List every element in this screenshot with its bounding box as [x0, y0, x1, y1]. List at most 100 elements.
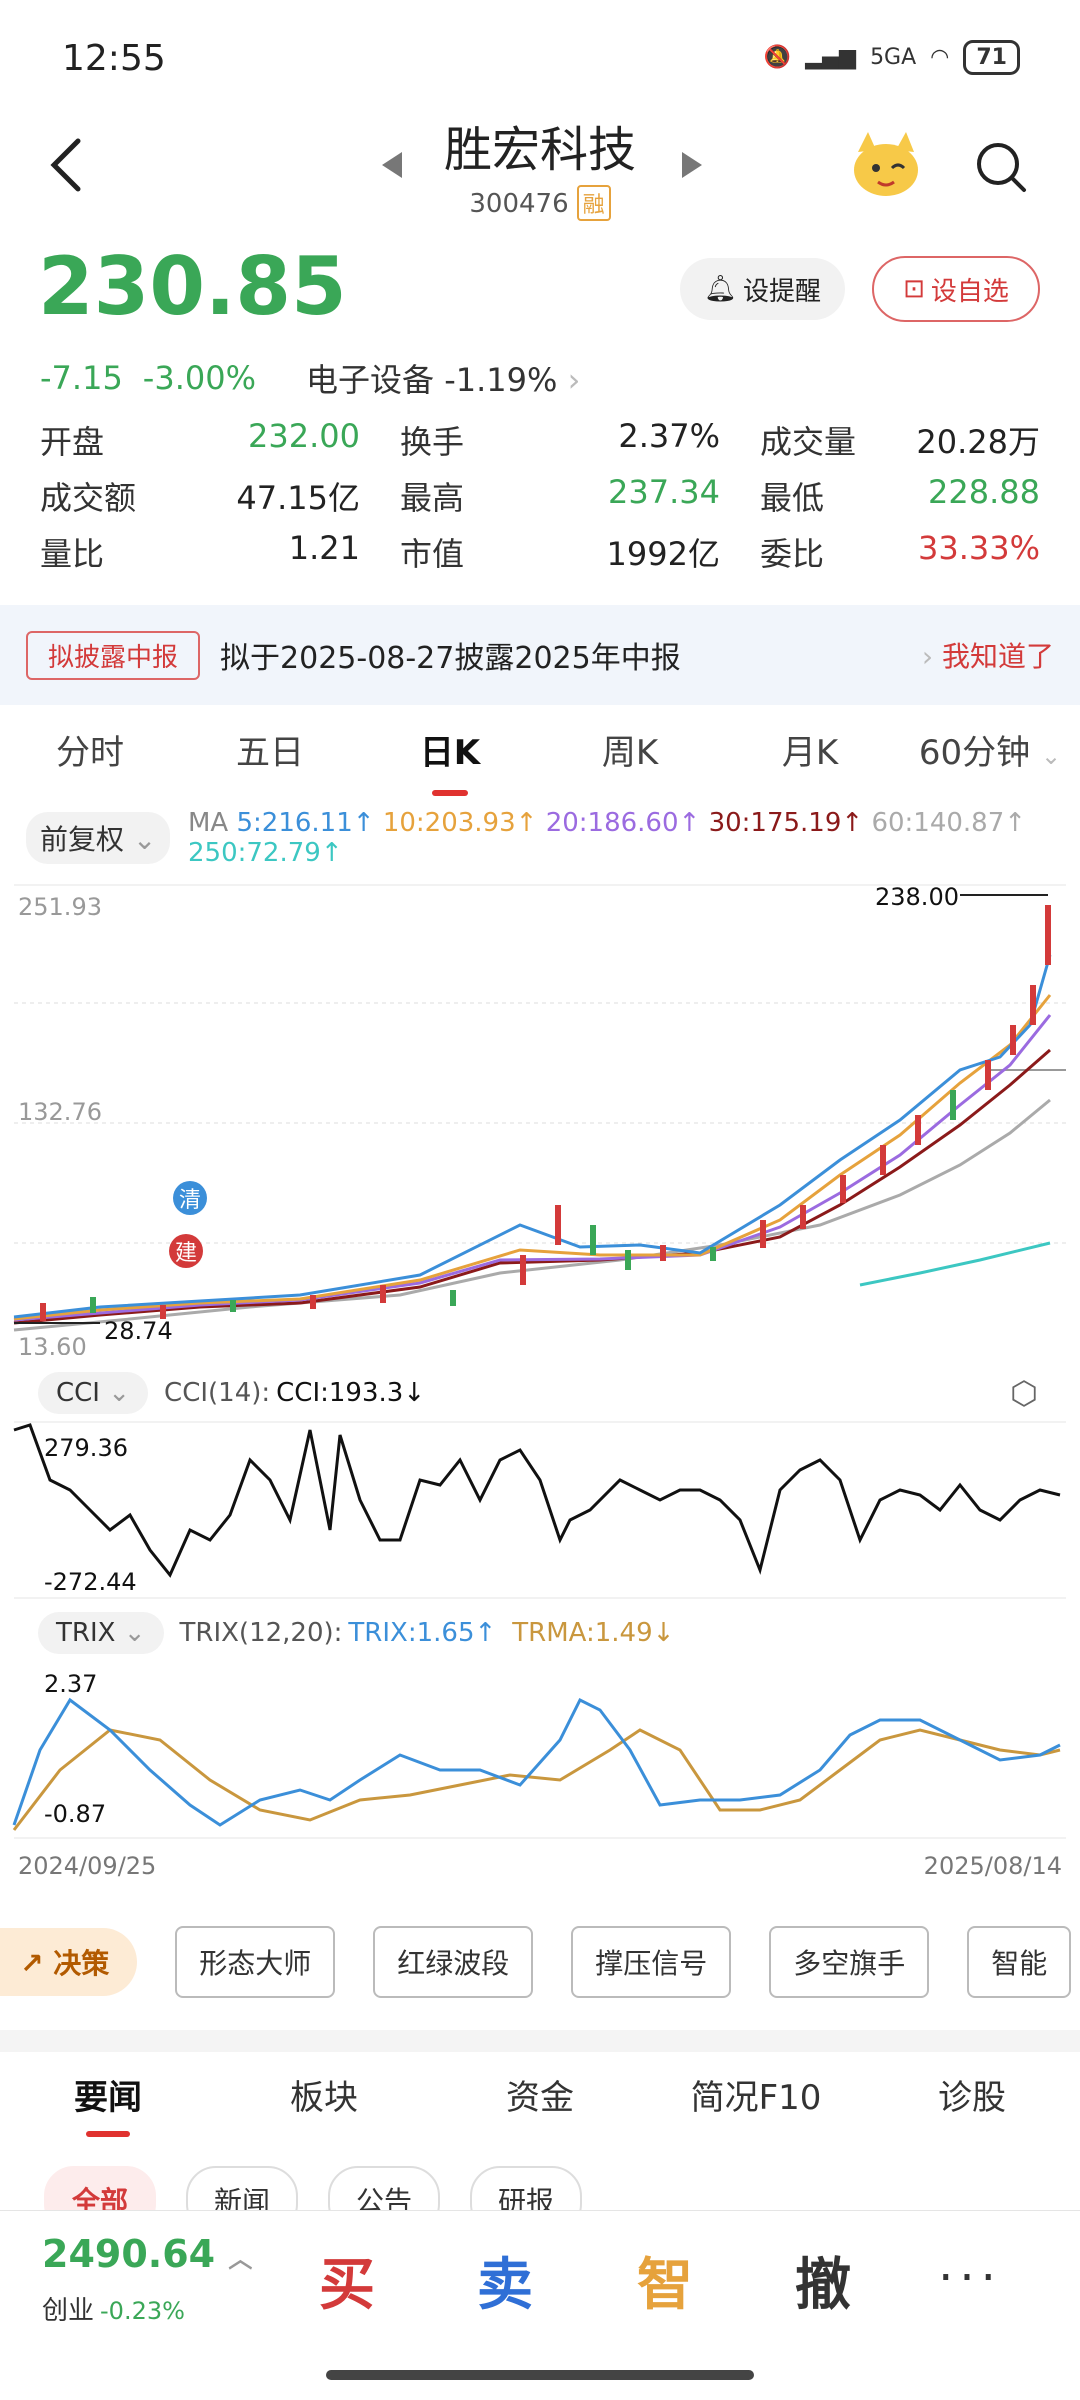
- tool-bull-bear-flag[interactable]: 多空旗手: [769, 1926, 930, 1998]
- ma-250-line: [859, 1241, 1051, 1287]
- tab-funds[interactable]: 资金: [506, 2078, 574, 2118]
- stats-grid: 开盘 232.00 换手 2.37% 成交量 20.28万 成交额 47.15亿 最高 237.3…: [40, 412, 1040, 580]
- candle-series: [40, 905, 1051, 1321]
- tool-pattern-master[interactable]: 形态大师: [175, 1926, 336, 1998]
- tools-row: ↗ 决策 形态大师 红绿波段 撑压信号 多空旗手 智能: [0, 1922, 1080, 2002]
- ma-legend: MA 5:216.11↑ 10:203.93↑ 20:186.60↑ 30:17…: [188, 808, 1068, 868]
- cancel-order-button[interactable]: 撤: [795, 2253, 851, 2318]
- notice-dismiss-button[interactable]: › 我知道了: [922, 635, 1054, 675]
- tab-f10[interactable]: 简况F10: [690, 2078, 822, 2118]
- stat-value: 20.28万: [916, 423, 1040, 461]
- decision-button[interactable]: ↗ 决策: [0, 1928, 138, 1996]
- stock-name: 胜宏科技: [443, 122, 636, 178]
- battery-level: 71: [963, 40, 1020, 75]
- tab-five-day[interactable]: 五日: [236, 733, 304, 773]
- ma-10: 10:203.93↑: [382, 808, 538, 838]
- adjust-mode-label: 前复权: [40, 823, 125, 856]
- chevron-down-icon: ⌄: [123, 1618, 146, 1648]
- stat-cell: 最高 237.34: [400, 473, 760, 519]
- tab-daily-k[interactable]: 日K: [360, 725, 540, 796]
- y-axis-top: 251.93: [18, 893, 102, 921]
- decision-icon: ↗: [20, 1947, 44, 1980]
- tab-sector[interactable]: 板块: [290, 2078, 358, 2118]
- trix-params: TRIX(12,20):: [179, 1618, 343, 1648]
- search-icon[interactable]: [972, 138, 1028, 194]
- signal-icon: ▂▄▆: [805, 45, 857, 70]
- cci-params: CCI(14):: [164, 1378, 271, 1408]
- bottom-bar: [0, 2210, 1080, 2400]
- price-change-pct: -3.00%: [142, 359, 256, 397]
- network-type: 5GA: [870, 45, 917, 70]
- stat-value: 2.37%: [618, 417, 720, 455]
- chevron-down-icon: ⌄: [132, 823, 157, 856]
- stock-code-line: 300476 融: [0, 185, 1080, 221]
- index-value-text: 2490.64: [42, 2232, 216, 2276]
- stat-cell: 开盘 232.00: [40, 417, 400, 463]
- cci-bottom: -272.44: [44, 1568, 137, 1596]
- index-name-text: 创业: [42, 2296, 95, 2326]
- chevron-right-icon: ›: [567, 361, 581, 399]
- cci-chart[interactable]: 279.36 -272.44: [0, 1420, 1080, 1600]
- tab-headlines[interactable]: 要闻: [0, 2070, 216, 2137]
- stats-row: 开盘 232.00 换手 2.37% 成交量 20.28万: [40, 412, 1040, 468]
- stat-cell: 成交额 47.15亿: [40, 473, 400, 519]
- tab-monthly-k[interactable]: 月K: [781, 733, 839, 773]
- candlestick-chart[interactable]: 251.93 132.76 13.60 238.00: [0, 875, 1080, 1355]
- stat-cell: 成交量 20.28万: [760, 417, 1040, 463]
- tool-support-resistance[interactable]: 撑压信号: [571, 1926, 732, 1998]
- chevron-down-icon: ⌄: [1040, 742, 1062, 770]
- sector-name: 电子设备: [306, 361, 435, 399]
- cci-select[interactable]: CCI ⌄: [38, 1372, 149, 1414]
- clear-position-marker[interactable]: [173, 1181, 207, 1215]
- trix-select[interactable]: TRIX ⌄: [38, 1612, 164, 1654]
- tab-60-min[interactable]: 60分钟 ⌄: [900, 725, 1080, 774]
- ma-prefix: MA: [188, 808, 229, 838]
- cci-top: 279.36: [44, 1434, 128, 1462]
- stock-code: 300476: [469, 189, 569, 219]
- mascot-icon[interactable]: [848, 130, 924, 200]
- tab-intraday[interactable]: 分时: [56, 733, 124, 773]
- trix-top: 2.37: [44, 1670, 97, 1698]
- trix-bottom: -0.87: [44, 1800, 106, 1828]
- index-value[interactable]: 2490.64 ︿: [42, 2232, 252, 2276]
- section-divider: [0, 2030, 1080, 2052]
- tool-smart[interactable]: 智能: [967, 1926, 1072, 1998]
- ma-30: 30:175.19↑: [708, 808, 864, 838]
- tab-weekly-k[interactable]: 周K: [601, 733, 659, 773]
- trma-line: [12, 1728, 1061, 1831]
- trix-header: TRIX ⌄ TRIX(12,20): TRIX:1.65↑ TRMA:1.49…: [38, 1612, 1038, 1654]
- notice-text: 拟于2025-08-27披露2025年中报: [220, 641, 681, 676]
- prev-stock-icon[interactable]: [380, 150, 404, 180]
- next-stock-icon[interactable]: [680, 150, 704, 180]
- set-alert-button[interactable]: 🔔︎ 设提醒: [680, 258, 845, 320]
- adjust-mode-select[interactable]: 前复权 ⌄: [26, 812, 171, 864]
- date-end: 2025/08/14: [923, 1852, 1062, 1880]
- settings-icon[interactable]: ⬡: [1010, 1374, 1038, 1412]
- add-watchlist-button[interactable]: ⊡ 设自选: [872, 256, 1040, 322]
- ma-5-line: [13, 954, 1052, 1319]
- back-arrow-icon[interactable]: [42, 135, 90, 195]
- subtab-all[interactable]: 全部: [44, 2166, 157, 2234]
- stats-row: 量比 1.21 市值 1992亿 委比 33.33%: [40, 524, 1040, 580]
- more-icon[interactable]: ···: [938, 2250, 1002, 2306]
- tab-diagnosis[interactable]: 诊股: [938, 2078, 1006, 2118]
- sell-button[interactable]: 卖: [477, 2253, 533, 2318]
- ma-250: 250:72.79↑: [188, 838, 343, 868]
- high-price-label: 238.00: [875, 883, 959, 911]
- stat-value: 232.00: [248, 417, 360, 455]
- cci-value: CCI:193.3↓: [276, 1378, 426, 1408]
- stat-value: 1992亿: [606, 535, 720, 573]
- trix-chart[interactable]: 2.37 -0.87: [0, 1660, 1080, 1840]
- sector-link[interactable]: 电子设备 -1.19% ›: [306, 355, 580, 401]
- price-change: -7.15: [40, 359, 123, 397]
- tool-red-green-wave[interactable]: 红绿波段: [373, 1926, 534, 1998]
- buy-button[interactable]: 买: [319, 2253, 375, 2318]
- stat-value: 228.88: [928, 473, 1040, 511]
- stat-value: 47.15亿: [236, 479, 360, 517]
- stat-label: 市值: [400, 535, 465, 573]
- report-notice: 拟披露中报 拟于2025-08-27披露2025年中报 › 我知道了: [0, 605, 1080, 705]
- smart-button[interactable]: 智: [637, 2253, 693, 2318]
- cci-pill-label: CCI: [56, 1378, 100, 1408]
- build-position-marker[interactable]: [169, 1234, 203, 1268]
- index-pct: -0.23%: [100, 2297, 185, 2325]
